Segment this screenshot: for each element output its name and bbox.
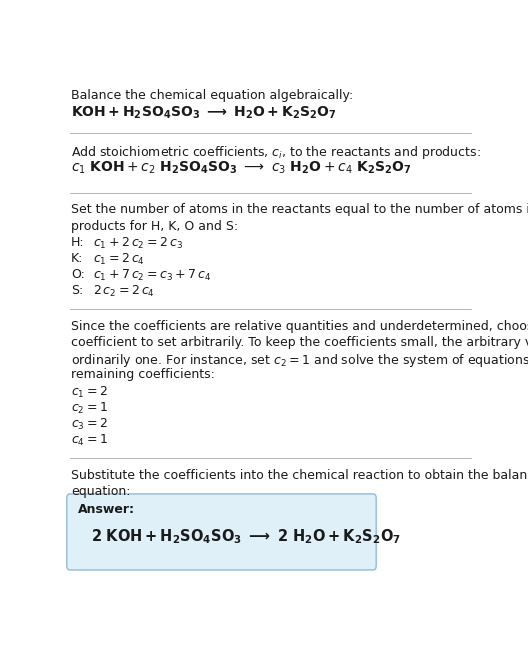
Text: $c_2 = 1$: $c_2 = 1$ xyxy=(71,401,108,416)
Text: Balance the chemical equation algebraically:: Balance the chemical equation algebraica… xyxy=(71,88,353,101)
Text: Since the coefficients are relative quantities and underdetermined, choose a: Since the coefficients are relative quan… xyxy=(71,320,528,333)
Text: Add stoichiometric coefficients, $c_i$, to the reactants and products:: Add stoichiometric coefficients, $c_i$, … xyxy=(71,144,480,161)
Text: coefficient to set arbitrarily. To keep the coefficients small, the arbitrary va: coefficient to set arbitrarily. To keep … xyxy=(71,336,528,349)
Text: Substitute the coefficients into the chemical reaction to obtain the balanced: Substitute the coefficients into the che… xyxy=(71,469,528,482)
Text: products for H, K, O and S:: products for H, K, O and S: xyxy=(71,220,238,233)
Text: Answer:: Answer: xyxy=(78,503,135,516)
Text: $2\,c_2 = 2\,c_4$: $2\,c_2 = 2\,c_4$ xyxy=(93,284,155,299)
Text: $\mathbf{KOH + H_2SO_4SO_3\ \longrightarrow\ H_2O + K_2S_2O_7}$: $\mathbf{KOH + H_2SO_4SO_3\ \longrightar… xyxy=(71,105,336,121)
Text: O:: O: xyxy=(71,268,85,281)
Text: Set the number of atoms in the reactants equal to the number of atoms in the: Set the number of atoms in the reactants… xyxy=(71,203,528,216)
Text: H:: H: xyxy=(71,235,84,249)
Text: K:: K: xyxy=(71,252,83,265)
Text: $c_3 = 2$: $c_3 = 2$ xyxy=(71,417,108,432)
Text: $c_1 + 2\,c_2 = 2\,c_3$: $c_1 + 2\,c_2 = 2\,c_3$ xyxy=(93,235,183,250)
Text: $c_1 = 2\,c_4$: $c_1 = 2\,c_4$ xyxy=(93,252,145,267)
Text: $\mathbf{2\ KOH + H_2SO_4SO_3\ \longrightarrow\ 2\ H_2O + K_2S_2O_7}$: $\mathbf{2\ KOH + H_2SO_4SO_3\ \longrigh… xyxy=(91,527,400,546)
Text: S:: S: xyxy=(71,284,83,297)
Text: equation:: equation: xyxy=(71,485,130,498)
Text: remaining coefficients:: remaining coefficients: xyxy=(71,368,215,381)
Text: ordinarily one. For instance, set $c_2 = 1$ and solve the system of equations fo: ordinarily one. For instance, set $c_2 =… xyxy=(71,353,528,370)
Text: $c_1 = 2$: $c_1 = 2$ xyxy=(71,385,108,400)
FancyBboxPatch shape xyxy=(67,494,376,570)
Text: $c_1 + 7\,c_2 = c_3 + 7\,c_4$: $c_1 + 7\,c_2 = c_3 + 7\,c_4$ xyxy=(93,268,212,283)
Text: $c_1\ \mathbf{KOH} + c_2\ \mathbf{H_2SO_4SO_3}\ \longrightarrow\ c_3\ \mathbf{H_: $c_1\ \mathbf{KOH} + c_2\ \mathbf{H_2SO_… xyxy=(71,160,411,177)
Text: $c_4 = 1$: $c_4 = 1$ xyxy=(71,433,108,448)
